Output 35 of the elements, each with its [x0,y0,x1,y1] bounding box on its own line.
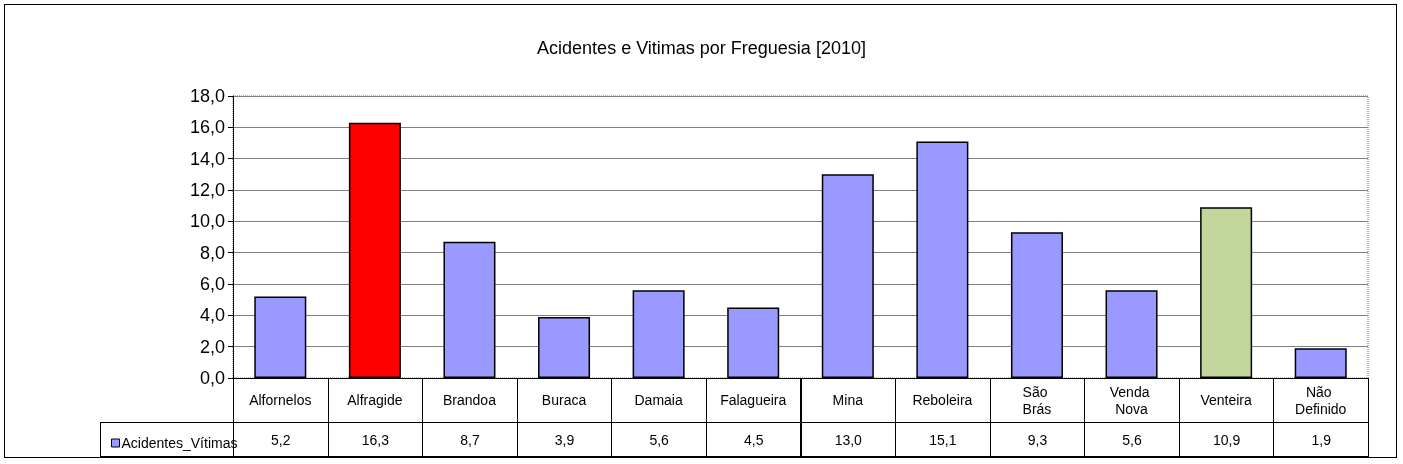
x-tick-label: Brandoa [442,392,497,408]
y-tick-label: 0,0 [199,368,225,388]
x-tick-label: Buraca [541,392,587,408]
data-label: 8,7 [422,422,518,457]
x-tick-label: Não Definido [1295,383,1347,417]
chart-title: Acidentes e Vitimas por Freguesia [2010] [537,38,866,58]
y-tick-label: 4,0 [199,305,225,326]
x-tick-label: Reboleira [912,392,973,408]
data-label: 5,6 [611,422,707,457]
x-tick-label: Falagueira [720,392,787,408]
data-label: 10,9 [1178,422,1275,457]
x-tick-label: Damaia [634,392,683,408]
data-label: 1,9 [1273,422,1369,457]
x-tick-label: Alfragide [347,392,403,408]
y-tick-label: 14,0 [189,148,225,169]
y-tick-label: 6,0 [199,274,225,294]
x-tick-label: Venteira [1200,392,1253,408]
y-tick-label: 2,0 [199,336,225,357]
y-tick-label: 16,0 [189,117,225,138]
data-label: 13,0 [800,422,897,457]
data-label: 5,2 [271,431,291,448]
y-tick-label: 10,0 [189,211,225,232]
y-tick-label: 8,0 [199,242,225,263]
y-tick-label: 18,0 [189,86,225,106]
data-label: 3,9 [516,422,613,457]
y-tick-label: 12,0 [189,180,225,200]
data-label: 16,3 [327,422,424,457]
x-tick-label: Mina [832,392,864,408]
data-label: 5,6 [1084,422,1180,457]
x-tick-label: São Brás [1022,383,1052,417]
data-label: 15,1 [895,422,991,457]
x-tick-label: Alfornelos [249,392,312,408]
data-label: 9,3 [989,422,1086,457]
x-tick-label: Venda Nova [1109,383,1154,417]
data-label: 4,5 [705,422,802,457]
